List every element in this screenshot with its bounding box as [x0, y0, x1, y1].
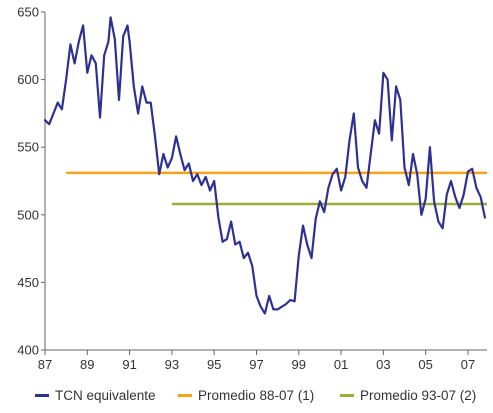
y-tick-label: 450	[17, 275, 39, 290]
tcn-series	[43, 16, 486, 315]
x-tick-label: 07	[461, 357, 475, 372]
x-tick-label: 99	[292, 357, 306, 372]
legend-item-tcn: TCN equivalente	[35, 388, 156, 403]
y-tick-label: 600	[17, 72, 39, 87]
x-tick-label: 97	[249, 357, 263, 372]
line-chart: 400 450 500 550 600 650 87 89 91 93 95 97 99 01 03 05 0…	[17, 5, 487, 372]
x-tick-label: 03	[376, 357, 390, 372]
legend-label-promedio-88-07: Promedio 88-07 (1)	[198, 388, 315, 403]
x-tick-label: 05	[418, 357, 432, 372]
legend-swatch-promedio-88-07	[178, 394, 192, 397]
legend-swatch-promedio-93-07	[340, 394, 354, 397]
legend-swatch-tcn	[35, 394, 49, 397]
legend: TCN equivalente Promedio 88-07 (1) Prome…	[0, 388, 493, 410]
x-tick-label: 91	[122, 357, 136, 372]
y-axis-ticks: 400 450 500 550 600 650	[17, 5, 45, 358]
x-tick-label: 87	[38, 357, 52, 372]
legend-label-tcn: TCN equivalente	[55, 388, 156, 403]
y-tick-label: 550	[17, 140, 39, 155]
y-tick-label: 500	[17, 207, 39, 222]
y-tick-label: 650	[17, 5, 39, 20]
average-lines	[66, 171, 487, 206]
x-tick-label: 93	[165, 357, 179, 372]
x-tick-label: 01	[334, 357, 348, 372]
axes	[44, 12, 487, 351]
legend-item-promedio-93-07: Promedio 93-07 (2)	[340, 388, 476, 403]
tcn-line	[43, 16, 486, 315]
legend-item-promedio-88-07: Promedio 88-07 (1)	[178, 388, 314, 403]
x-tick-label: 89	[80, 357, 94, 372]
legend-label-promedio-93-07: Promedio 93-07 (2)	[360, 388, 477, 403]
x-tick-label: 95	[207, 357, 221, 372]
x-axis-ticks: 87 89 91 93 95 97 99 01 03 05 07	[38, 350, 475, 372]
y-tick-label: 400	[17, 343, 39, 358]
